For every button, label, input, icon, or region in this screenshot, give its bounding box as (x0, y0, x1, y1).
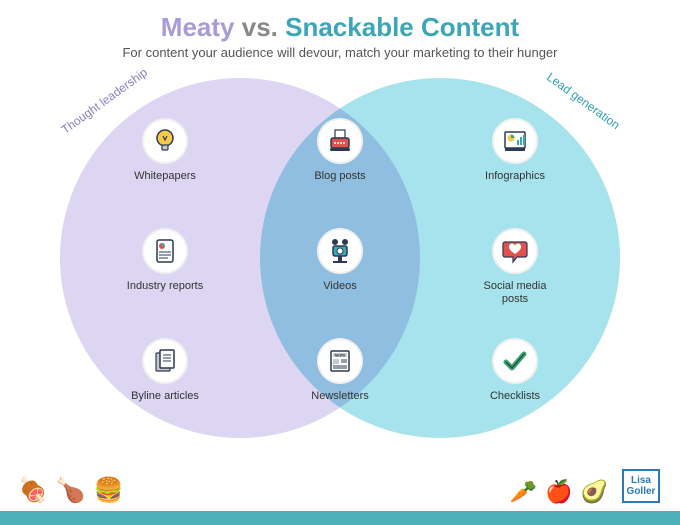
food-icon: 🥕 (510, 479, 537, 505)
lightbulb-icon (142, 118, 188, 164)
check-icon (492, 338, 538, 384)
venn-diagram: Thought leadership Lead generation White… (0, 78, 680, 448)
brand-line1: Lisa (631, 475, 651, 486)
chart-icon (492, 118, 538, 164)
content-item: Social media posts (470, 228, 560, 306)
content-item: Blog posts (295, 118, 385, 183)
content-item: NEWS Newsletters (295, 338, 385, 403)
content-item: Byline articles (120, 338, 210, 403)
title-word-snackable: Snackable Content (285, 12, 519, 42)
footer-bar (0, 511, 680, 525)
content-item: Infographics (470, 118, 560, 183)
food-icon: 🍗 (56, 476, 86, 505)
item-label: Blog posts (295, 170, 385, 183)
food-icon: 🍔 (94, 476, 124, 505)
brand-line2: Goller (627, 486, 656, 497)
subtitle: For content your audience will devour, m… (0, 45, 680, 60)
pages-icon (142, 338, 188, 384)
newspaper-icon: NEWS (317, 338, 363, 384)
camera-icon (317, 228, 363, 274)
content-item: Videos (295, 228, 385, 293)
content-item: Whitepapers (120, 118, 210, 183)
title-word-meaty: Meaty (161, 12, 235, 42)
food-icon: 🥑 (581, 479, 608, 505)
food-icons-snackable: 🥕 🍎 🥑 (510, 479, 608, 505)
item-label: Infographics (470, 170, 560, 183)
typewriter-icon (317, 118, 363, 164)
svg-text:NEWS: NEWS (335, 354, 346, 358)
brand-logo: Lisa Goller (622, 469, 660, 503)
item-label: Newsletters (295, 390, 385, 403)
report-icon (142, 228, 188, 274)
header: Meaty vs. Snackable Content For content … (0, 0, 680, 60)
food-icons-meaty: 🍖 🍗 🍔 (18, 476, 124, 505)
content-item: Checklists (470, 338, 560, 403)
item-label: Videos (295, 280, 385, 293)
title-word-vs: vs. (242, 12, 278, 42)
content-item: Industry reports (120, 228, 210, 293)
item-label: Whitepapers (120, 170, 210, 183)
food-icon: 🍎 (545, 479, 572, 505)
item-label: Checklists (470, 390, 560, 403)
food-icon: 🍖 (18, 476, 48, 505)
item-label: Byline articles (120, 390, 210, 403)
item-label: Industry reports (120, 280, 210, 293)
page-title: Meaty vs. Snackable Content (0, 12, 680, 43)
item-label: Social media posts (470, 280, 560, 306)
heart-bubble-icon (492, 228, 538, 274)
